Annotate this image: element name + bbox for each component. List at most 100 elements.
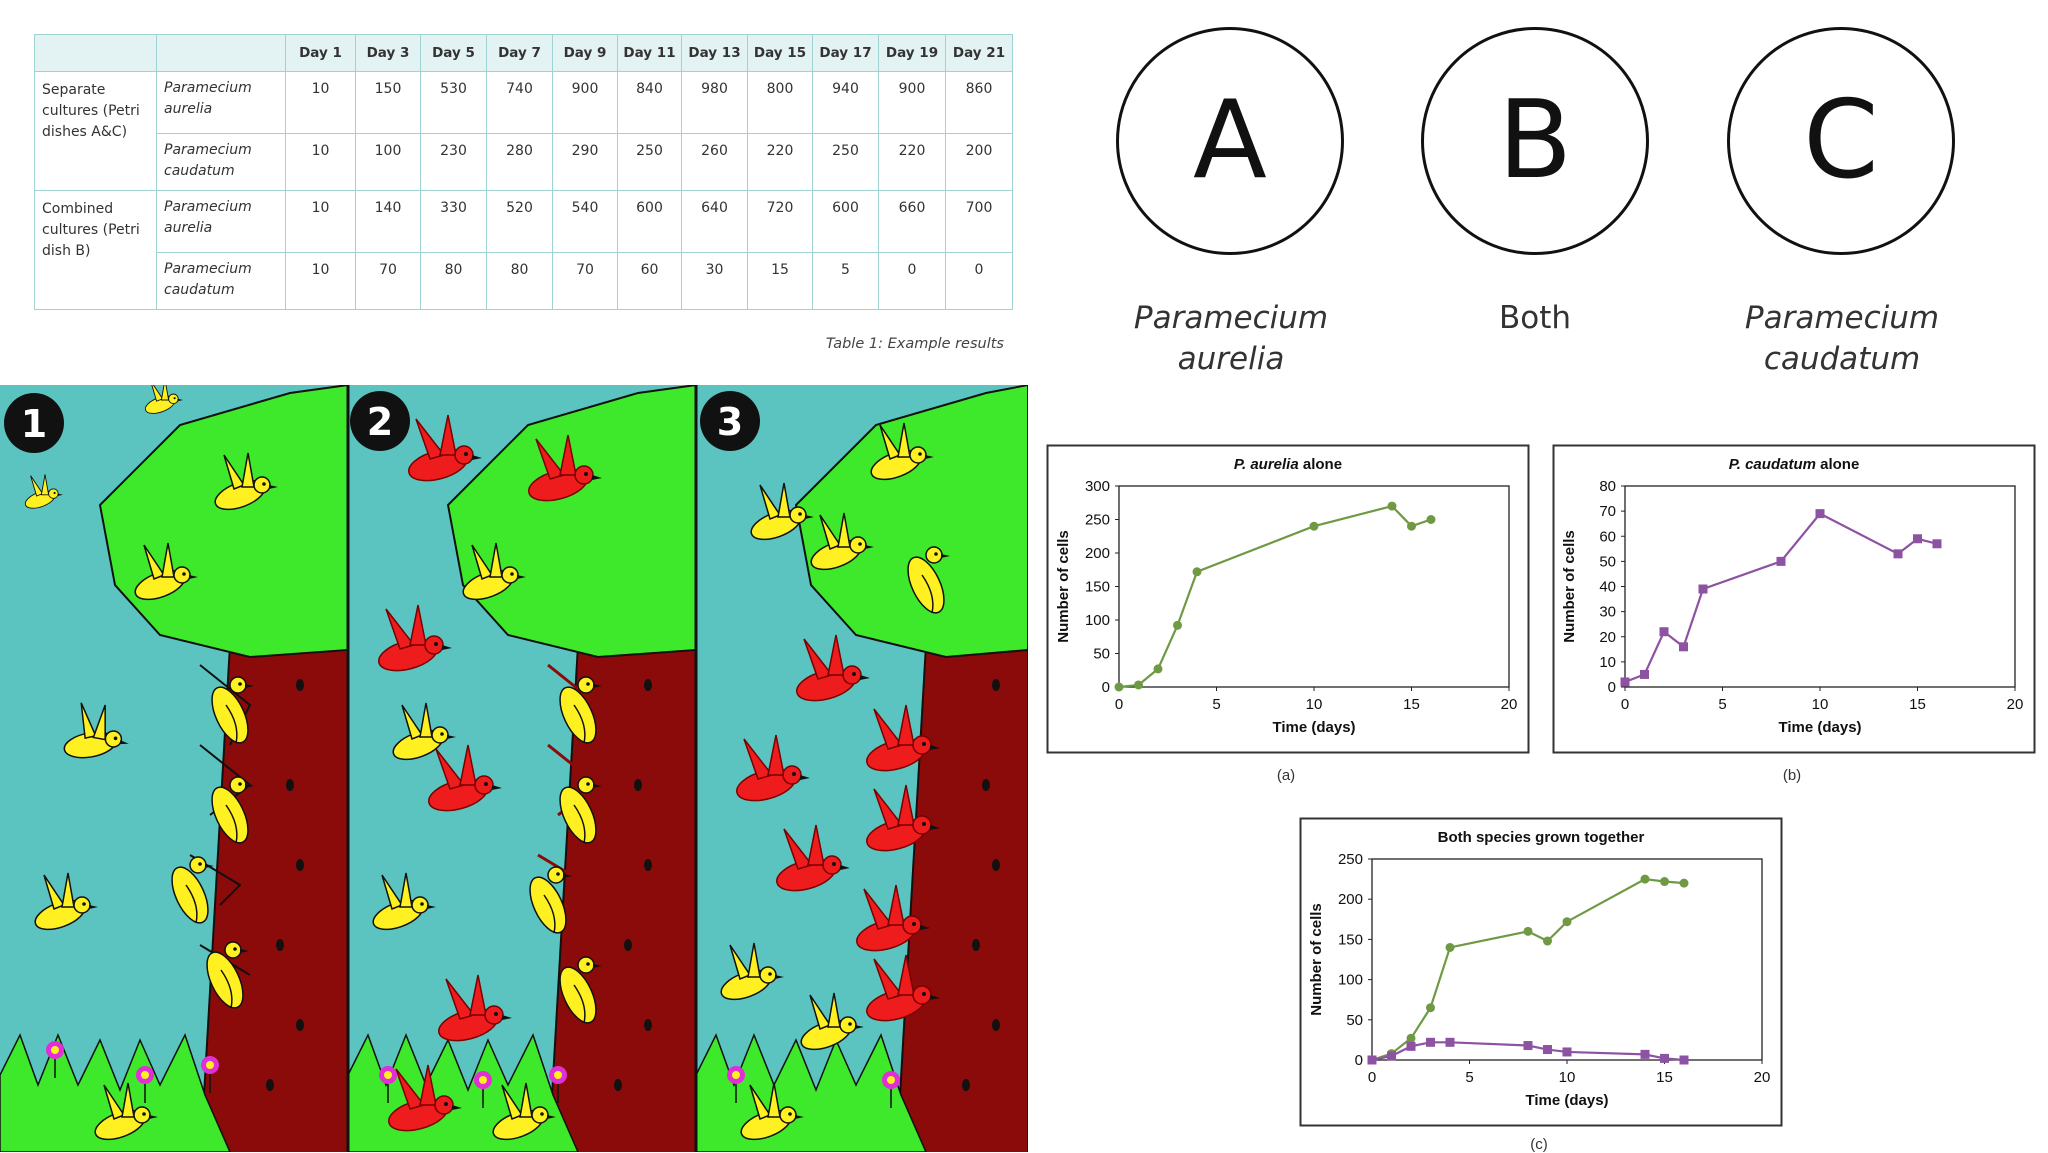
chart-title-text: alone	[1816, 456, 1859, 473]
y-tick-label: 150	[1338, 931, 1363, 948]
data-point-circle	[1562, 917, 1572, 927]
y-tick-label: 100	[1338, 972, 1363, 989]
petri-dish-a: A	[1116, 27, 1344, 255]
table-cell: 250	[617, 133, 682, 191]
y-tick-label: 200	[1085, 545, 1110, 562]
column-header-day-11: Day 11	[617, 34, 682, 72]
table-cell: 520	[486, 190, 553, 253]
illustration-panel-1: 1	[0, 385, 349, 1152]
species-label: Paramecium caudatum	[156, 133, 286, 191]
x-tick-label: 15	[1909, 696, 1926, 713]
table-cell: 900	[878, 71, 946, 134]
data-point-square	[1562, 1047, 1572, 1057]
x-tick-label: 5	[1465, 1069, 1473, 1086]
data-point-circle	[1660, 877, 1669, 887]
table-cell: 900	[552, 71, 618, 134]
table-cell: 70	[355, 252, 421, 310]
x-tick-label: 5	[1718, 696, 1726, 713]
data-point-circle	[1523, 926, 1533, 936]
x-tick-label: 0	[1368, 1069, 1376, 1086]
table-cell: 200	[945, 133, 1013, 191]
x-tick-label: 20	[1501, 696, 1518, 713]
data-point-square	[1932, 539, 1942, 549]
table-cell: 15	[747, 252, 813, 310]
petri-dish-b: B	[1421, 27, 1649, 255]
table-row: Combined cultures (Petri dish B) Parameci…	[34, 190, 1013, 310]
data-point-square	[1620, 677, 1630, 687]
data-point-circle	[1407, 521, 1416, 531]
table-cell: 640	[681, 190, 748, 253]
table-cell: 280	[486, 133, 553, 191]
data-point-circle	[1426, 515, 1436, 524]
chart-caption-b: (b)	[1782, 767, 1802, 784]
y-tick-label: 10	[1599, 654, 1616, 671]
table-cell: 0	[878, 252, 946, 310]
data-point-square	[1640, 669, 1649, 679]
y-axis-label: Number of cells	[1055, 530, 1072, 643]
y-tick-label: 300	[1085, 478, 1110, 495]
column-header-day-1: Day 1	[285, 34, 356, 72]
data-point-circle	[1173, 620, 1182, 630]
table-cell: 720	[747, 190, 813, 253]
table-cell: 150	[355, 71, 421, 134]
table-cell: 70	[552, 252, 618, 310]
column-header-day-7: Day 7	[486, 34, 553, 72]
group-label: Separate cultures (Petri dishes A&C)	[34, 71, 157, 191]
y-tick-label: 40	[1599, 579, 1616, 596]
table-cell: 290	[552, 133, 618, 191]
column-header	[34, 34, 157, 72]
table-cell: 10	[285, 133, 356, 191]
x-axis-label: Time (days)	[1272, 719, 1355, 736]
petri-dish-c: C	[1727, 27, 1955, 255]
chart-caption-a: (a)	[1276, 767, 1296, 784]
species-label: Paramecium caudatum	[156, 252, 286, 310]
table-cell: 250	[812, 133, 879, 191]
data-point-circle	[1543, 936, 1552, 946]
table-cell: 860	[945, 71, 1013, 134]
table-cell: 700	[945, 190, 1013, 253]
data-point-square	[1679, 1055, 1689, 1065]
table-cell: 940	[812, 71, 879, 134]
data-point-square	[1426, 1037, 1435, 1047]
y-tick-label: 20	[1599, 629, 1616, 646]
data-point-circle	[1114, 682, 1124, 692]
data-point-square	[1523, 1041, 1533, 1051]
y-tick-label: 80	[1599, 478, 1616, 495]
y-tick-label: 0	[1608, 679, 1616, 696]
table-cell: 10	[285, 190, 356, 253]
table-cell: 540	[552, 190, 618, 253]
table-cell: 100	[355, 133, 421, 191]
table-cell: 0	[945, 252, 1013, 310]
data-point-square	[1776, 556, 1786, 566]
table-cell: 140	[355, 190, 421, 253]
species-label: Paramecium aurelia	[156, 71, 286, 134]
data-point-circle	[1153, 664, 1163, 674]
data-point-square	[1815, 509, 1825, 519]
table-cell: 800	[747, 71, 813, 134]
column-header-day-19: Day 19	[878, 34, 946, 72]
table-cell: 10	[285, 252, 356, 310]
data-point-circle	[1445, 942, 1455, 952]
series-line-0	[1624, 512, 1938, 684]
table-cell: 220	[747, 133, 813, 191]
chart-title: P. aurelia alone	[1234, 456, 1342, 473]
data-point-circle	[1640, 874, 1650, 884]
chart-title-species: P. caudatum	[1729, 456, 1816, 473]
chart-caption-c: (c)	[1530, 1136, 1548, 1153]
table-cell: 30	[681, 252, 748, 310]
table-cell: 10	[285, 71, 356, 134]
chart-title: P. caudatum alone	[1729, 456, 1860, 473]
data-point-circle	[1387, 501, 1397, 511]
dish-b-label: Both	[1498, 300, 1572, 336]
chart-frame	[1552, 444, 2036, 754]
data-point-square	[1387, 1051, 1396, 1061]
y-tick-label: 150	[1085, 579, 1110, 596]
y-tick-label: 30	[1599, 604, 1616, 621]
x-tick-label: 20	[1754, 1069, 1771, 1086]
data-point-square	[1367, 1055, 1377, 1065]
table-header-row: Day 1 Day 3 Day 5 Day 7 Day 9 Day 11 Day…	[34, 34, 1013, 72]
bird-niche-illustration: 1 2	[0, 385, 1028, 1152]
data-point-circle	[1679, 878, 1689, 888]
